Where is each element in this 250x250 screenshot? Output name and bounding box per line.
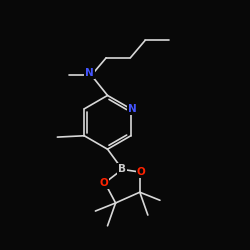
- Text: O: O: [99, 178, 108, 188]
- Text: B: B: [118, 164, 126, 174]
- Text: N: N: [128, 104, 136, 114]
- Text: N: N: [85, 68, 94, 78]
- Text: O: O: [137, 167, 145, 177]
